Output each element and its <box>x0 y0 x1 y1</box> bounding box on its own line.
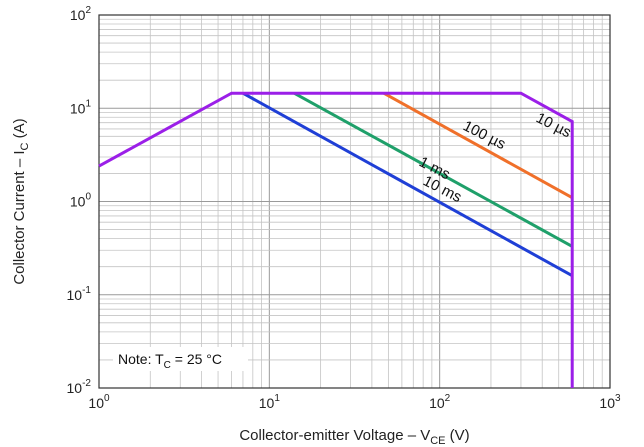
y-tick-label: 101 <box>70 98 92 116</box>
note-box: Note: TC = 25 °C <box>113 347 248 371</box>
series-line <box>98 91 574 388</box>
plot-frame <box>98 14 611 389</box>
y-axis-label-main: Collector Current – I <box>11 150 28 284</box>
y-axis-label-unit: (A) <box>11 118 28 142</box>
series-line <box>383 91 573 199</box>
y-tick-label: 10-1 <box>67 285 92 303</box>
tick-labels: 100 101 102 103 10-2 10-1 100 101 102 <box>67 5 621 411</box>
series-line <box>242 91 573 278</box>
note-suffix: = 25 °C <box>171 351 222 367</box>
note-subscript: C <box>164 360 171 371</box>
y-tick-label: 100 <box>70 192 92 210</box>
grid <box>99 15 610 388</box>
x-tick-label: 100 <box>88 393 110 411</box>
y-tick-label: 10-2 <box>67 378 92 396</box>
note-text: Note: TC = 25 °C <box>118 351 222 371</box>
x-axis-label-sub: CE <box>430 435 445 447</box>
x-tick-label: 102 <box>429 393 451 411</box>
y-axis-label-sub: C <box>19 142 31 150</box>
note-prefix: Note: T <box>118 351 164 367</box>
y-tick-label: 102 <box>70 5 92 23</box>
y-axis-label: Collector Current – IC (A) <box>11 118 31 284</box>
series-layer <box>98 91 574 388</box>
x-tick-label: 103 <box>599 393 621 411</box>
x-axis-label: Collector-emitter Voltage – VCE (V) <box>239 427 469 447</box>
note-background <box>113 347 248 371</box>
series-line <box>293 91 573 248</box>
x-axis-label-unit: (V) <box>446 427 470 444</box>
x-tick-label: 101 <box>259 393 281 411</box>
x-axis-label-main: Collector-emitter Voltage – V <box>239 427 430 444</box>
